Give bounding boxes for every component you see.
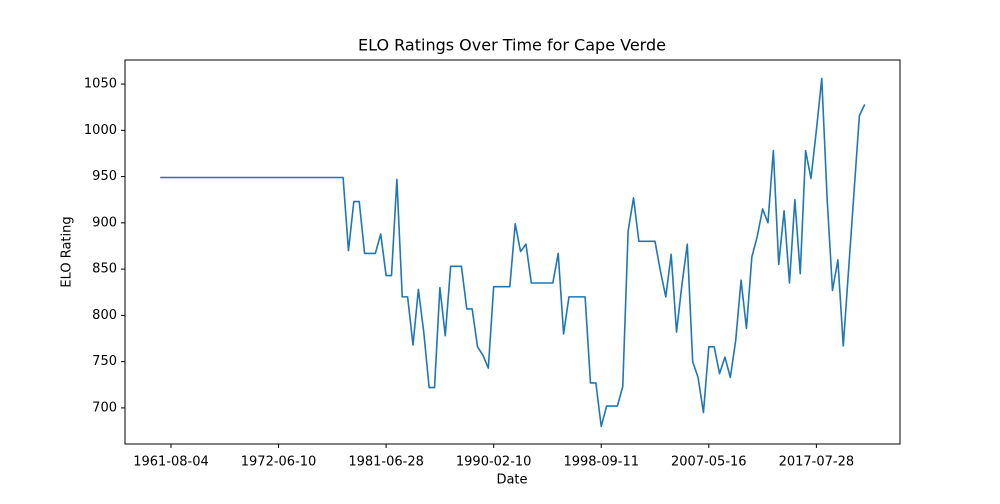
x-axis-label: Date <box>496 473 527 488</box>
x-tick-label: 1998-09-11 <box>563 455 639 470</box>
y-axis-label: ELO Rating <box>60 216 75 287</box>
y-tick-label: 850 <box>92 262 117 277</box>
y-tick-label: 700 <box>92 400 117 415</box>
x-tick-label: 1990-02-10 <box>456 455 532 470</box>
y-tick-label: 950 <box>92 169 117 184</box>
y-tick-label: 800 <box>92 308 117 323</box>
x-tick-label: 1972-06-10 <box>241 455 317 470</box>
y-tick-label: 1050 <box>84 77 117 92</box>
x-tick-label: 1961-08-04 <box>133 455 209 470</box>
y-tick-label: 900 <box>92 215 117 230</box>
plot-frame <box>124 59 901 445</box>
y-tick-label: 1000 <box>84 123 117 138</box>
x-tick-label: 2017-07-28 <box>779 455 855 470</box>
x-tick-label: 2007-05-16 <box>671 455 747 470</box>
y-tick-label: 750 <box>92 354 117 369</box>
chart-title: ELO Ratings Over Time for Cape Verde <box>358 36 666 55</box>
line-series <box>160 77 866 428</box>
x-tick-label: 1981-06-28 <box>348 455 424 470</box>
